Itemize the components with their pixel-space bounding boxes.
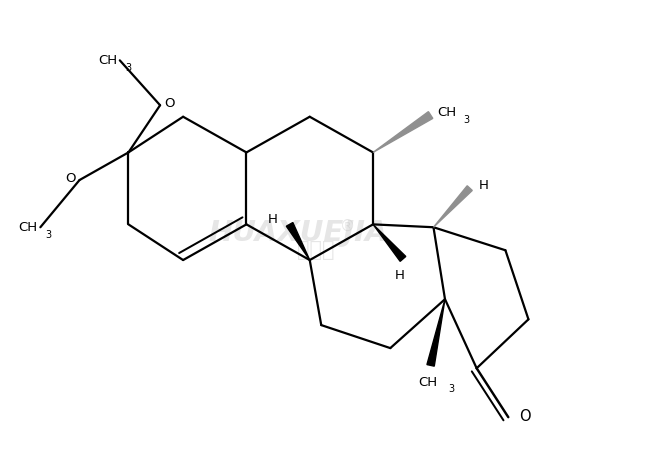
Text: CH: CH: [419, 376, 438, 389]
Text: 3: 3: [125, 63, 131, 73]
Polygon shape: [373, 112, 433, 152]
Text: H: H: [395, 269, 405, 282]
Text: H: H: [479, 179, 489, 192]
Text: 化学加: 化学加: [297, 240, 334, 260]
Text: O: O: [519, 409, 530, 424]
Text: O: O: [165, 97, 175, 110]
Text: HUAXUEJIA: HUAXUEJIA: [209, 219, 388, 247]
Text: O: O: [65, 172, 75, 185]
Polygon shape: [434, 186, 472, 227]
Polygon shape: [286, 223, 310, 260]
Text: ®: ®: [339, 219, 354, 233]
Text: 3: 3: [448, 384, 454, 394]
Text: CH: CH: [98, 54, 117, 67]
Text: CH: CH: [438, 106, 456, 119]
Polygon shape: [373, 224, 405, 261]
Polygon shape: [427, 299, 445, 366]
Text: CH: CH: [18, 221, 37, 234]
Text: 3: 3: [464, 115, 470, 125]
Text: H: H: [268, 213, 278, 226]
Text: 3: 3: [46, 230, 52, 240]
